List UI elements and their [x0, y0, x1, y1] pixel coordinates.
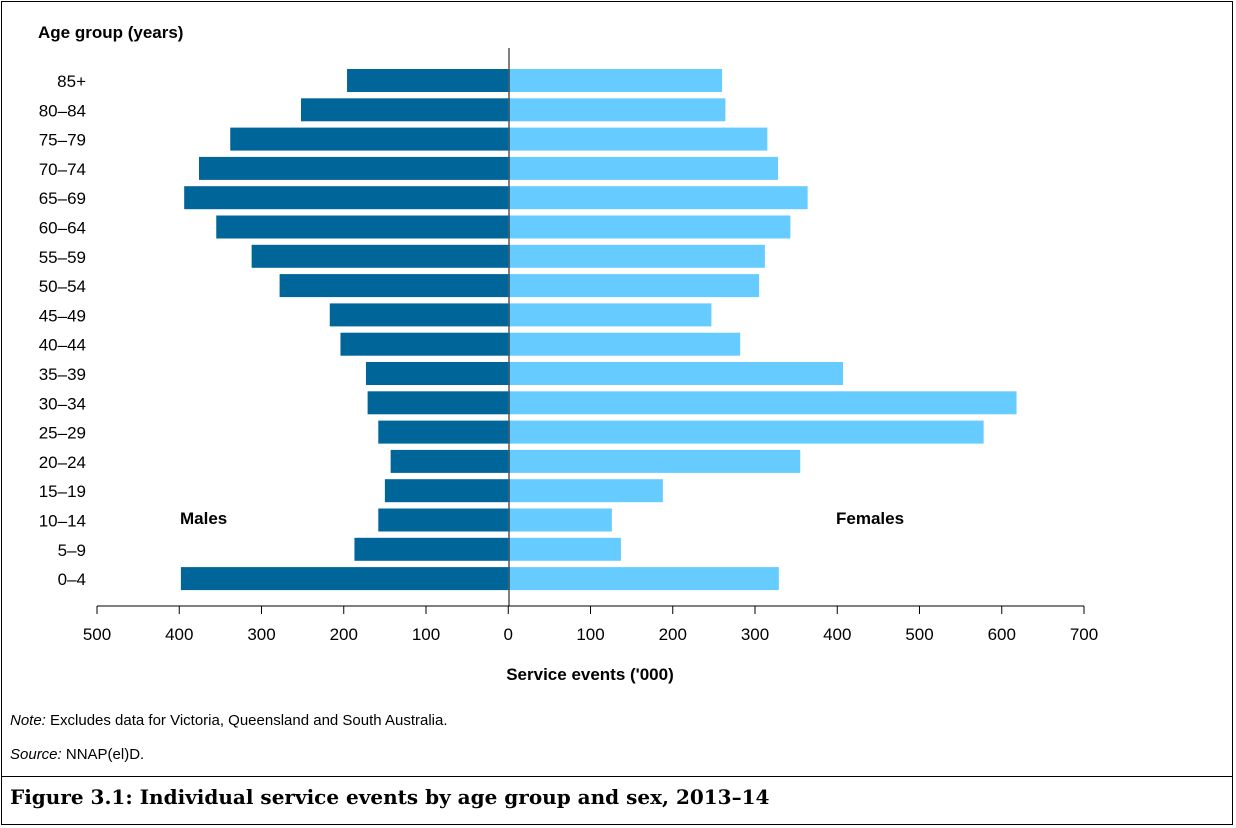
bar-females-11 — [508, 391, 1017, 415]
bar-females-3 — [508, 156, 779, 180]
x-tick-label: 100 — [412, 625, 440, 644]
series-label-males: Males — [180, 509, 227, 528]
y-tick-label: 45–49 — [39, 306, 86, 325]
y-tick-labels: 85+ 80–84 75–79 70–74 65–69 60–64 55–59 50–54 45… — [39, 72, 86, 589]
x-tick-label: 0 — [504, 625, 513, 644]
y-tick-label: 75–79 — [39, 131, 86, 150]
bar-males-7 — [279, 274, 509, 298]
bar-males-9 — [340, 332, 509, 356]
bar-females-10 — [508, 362, 844, 385]
x-tick-label: 600 — [988, 625, 1016, 644]
bar-males-10 — [365, 362, 509, 385]
x-tick-label: 200 — [330, 625, 358, 644]
bar-males-2 — [230, 127, 509, 151]
y-tick-label: 85+ — [57, 72, 86, 91]
bar-males-11 — [367, 391, 509, 415]
y-tick-label: 60–64 — [39, 219, 86, 238]
bar-males-6 — [251, 244, 509, 268]
source-label: Source: — [10, 746, 62, 763]
bar-females-4 — [508, 186, 808, 210]
y-tick-label: 5–9 — [58, 541, 86, 560]
bar-females-14 — [508, 479, 663, 503]
bar-males-8 — [329, 303, 509, 327]
bar-females-6 — [508, 244, 765, 268]
y-axis-title: Age group (years) — [38, 23, 183, 42]
series-label-females: Females — [836, 509, 904, 528]
bar-females-9 — [508, 332, 741, 356]
bar-males-12 — [378, 420, 509, 444]
y-tick-label: 50–54 — [39, 277, 86, 296]
y-tick-label: 20–24 — [39, 453, 86, 472]
x-tick-label: 400 — [823, 625, 851, 644]
bar-males-14 — [384, 479, 509, 503]
bar-females-7 — [508, 274, 760, 298]
bar-females-15 — [508, 508, 612, 532]
bar-males-0 — [347, 69, 509, 92]
note-label: Note: — [10, 712, 46, 729]
bar-males-17 — [180, 567, 509, 591]
x-tick-label: 300 — [247, 625, 275, 644]
source-line: Source: NNAP(el)D. — [10, 746, 144, 763]
y-tick-label: 70–74 — [39, 160, 86, 179]
bar-males-4 — [184, 186, 509, 210]
bar-females-5 — [508, 215, 791, 239]
note-line: Note: Excludes data for Victoria, Queens… — [10, 712, 448, 729]
figure-title: Figure 3.1: Individual service events by… — [10, 785, 770, 809]
bar-females-13 — [508, 449, 801, 473]
bar-females-8 — [508, 303, 712, 327]
bar-males-3 — [198, 156, 509, 180]
x-axis-title: Service events ('000) — [506, 665, 674, 684]
y-tick-label: 25–29 — [39, 424, 86, 443]
bar-males-1 — [300, 98, 509, 122]
x-tick-label: 500 — [905, 625, 933, 644]
bar-males-5 — [216, 215, 509, 239]
bar-males-13 — [390, 449, 509, 473]
x-ticks: 500 400 300 200 100 0 100 200 300 400 500 600 700 — [83, 606, 1098, 644]
x-tick-label: 100 — [576, 625, 604, 644]
bar-males-15 — [378, 508, 509, 532]
y-tick-label: 0–4 — [58, 570, 86, 589]
y-tick-label: 30–34 — [39, 394, 86, 413]
x-tick-label: 400 — [165, 625, 193, 644]
x-tick-label: 300 — [741, 625, 769, 644]
bar-females-2 — [508, 127, 768, 151]
bar-males-16 — [354, 537, 509, 561]
y-tick-label: 15–19 — [39, 482, 86, 501]
bar-females-12 — [508, 420, 984, 444]
y-tick-label: 40–44 — [39, 336, 86, 355]
bar-females-17 — [508, 567, 779, 591]
x-tick-label: 700 — [1070, 625, 1098, 644]
y-tick-label: 35–39 — [39, 365, 86, 384]
bar-females-1 — [508, 98, 726, 122]
x-tick-label: 500 — [83, 625, 111, 644]
y-tick-label: 65–69 — [39, 189, 86, 208]
pyramid-chart: Age group (years) 85+ 80–84 75–79 70–74 65–6… — [38, 23, 1098, 684]
x-tick-label: 200 — [659, 625, 687, 644]
bar-females-0 — [508, 69, 723, 92]
bar-females-16 — [508, 537, 621, 561]
source-text: NNAP(el)D. — [61, 746, 145, 763]
title-rule — [1, 776, 1233, 777]
y-tick-label: 55–59 — [39, 248, 86, 267]
y-tick-label: 80–84 — [39, 101, 86, 120]
bars-group — [180, 69, 1017, 591]
note-text: Excludes data for Victoria, Queensland a… — [45, 712, 448, 729]
y-tick-label: 10–14 — [39, 512, 86, 531]
